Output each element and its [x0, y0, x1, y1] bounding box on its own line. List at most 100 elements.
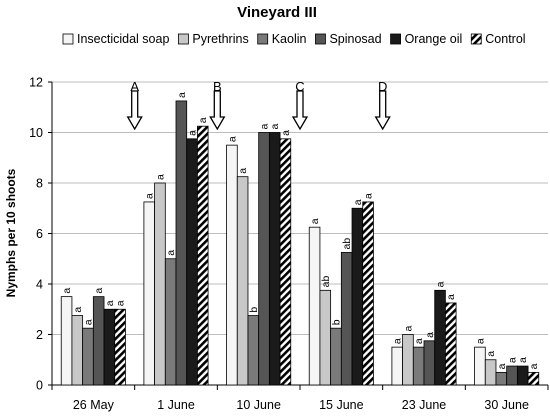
- bar-insecticidal-soap: [474, 346, 486, 386]
- significance-letter: a: [496, 363, 508, 369]
- y-tick-label: 8: [36, 177, 43, 191]
- y-tick-label: 6: [36, 227, 43, 241]
- legend-swatch-spinosad: [315, 33, 326, 45]
- bar-spinosad: [423, 340, 436, 386]
- significance-letter: a: [144, 193, 156, 199]
- bar-insecticidal-soap: [60, 296, 73, 386]
- bar-control: [527, 371, 540, 386]
- significance-letter: b: [330, 319, 342, 325]
- legend-label-orange-oil: Orange oil: [405, 32, 463, 46]
- significance-letter: a: [280, 130, 292, 136]
- marker-label: A: [130, 79, 139, 94]
- marker-label: D: [378, 79, 387, 94]
- bar-pyrethrins: [236, 176, 249, 386]
- legend-label-insecticidal-soap: Insecticidal soap: [77, 32, 169, 46]
- marker-label: B: [213, 79, 222, 94]
- significance-letter: a: [154, 174, 166, 180]
- significance-letter: ab: [320, 275, 332, 287]
- legend-label-pyrethrins: Pyrethrins: [192, 32, 248, 46]
- y-tick-label: 2: [36, 328, 43, 342]
- bar-kaolin: [412, 346, 425, 386]
- gridlines: [52, 81, 548, 335]
- bar-orange-oil: [516, 365, 529, 386]
- bar-insecticidal-soap: [143, 201, 155, 386]
- significance-letter: a: [72, 307, 84, 313]
- significance-letter: b: [248, 307, 260, 313]
- y-tick-label: 12: [29, 76, 43, 90]
- significance-letter: a: [474, 338, 486, 344]
- significance-letter: a: [259, 124, 271, 130]
- bar-insecticidal-soap: [226, 144, 238, 386]
- significance-letter: a: [197, 117, 209, 123]
- bar-kaolin: [164, 258, 177, 386]
- significance-letter: a: [485, 351, 497, 357]
- y-tick-label: 10: [29, 126, 43, 140]
- significance-letter: a: [507, 357, 519, 363]
- bar-kaolin: [247, 315, 260, 386]
- x-tick-label: 26 May: [73, 398, 115, 412]
- y-tick-label: 4: [36, 278, 43, 292]
- bar-control: [279, 138, 292, 386]
- significance-letter: a: [269, 124, 281, 130]
- chart-title: Vineyard III: [237, 4, 317, 21]
- legend-label-kaolin: Kaolin: [272, 32, 307, 46]
- bar-control: [114, 308, 126, 386]
- significance-letter: a: [93, 288, 105, 294]
- bar-control: [362, 201, 374, 386]
- bar-spinosad: [340, 252, 353, 386]
- significance-letter: a: [413, 338, 425, 344]
- significance-letter: a: [424, 332, 436, 338]
- application-marker-a: A: [126, 79, 143, 131]
- bar-control: [444, 302, 457, 386]
- down-arrow-icon: [291, 90, 309, 131]
- significance-letter: a: [392, 338, 404, 344]
- bar-kaolin: [82, 327, 94, 386]
- bar-insecticidal-soap: [308, 226, 321, 386]
- bar-pyrethrins: [402, 334, 414, 386]
- bar-orange-oil: [103, 308, 116, 386]
- down-arrow-icon: [374, 90, 391, 131]
- legend-swatch-insecticidal-soap: [62, 33, 74, 45]
- legend-swatch-orange-oil: [390, 33, 401, 45]
- significance-letter: a: [176, 92, 188, 98]
- down-arrow-icon: [126, 90, 143, 131]
- significance-letter: a: [517, 357, 529, 363]
- x-tick-label: 15 June: [319, 398, 364, 412]
- bar-control: [196, 125, 209, 386]
- bar-spinosad: [506, 365, 518, 386]
- x-axis-labels: 26 May 1 June 10 June 15 June 23 June 30 June: [51, 385, 549, 412]
- legend-swatch-control: [470, 33, 482, 45]
- bar-pyrethrins: [319, 289, 332, 386]
- significance-letter: a: [104, 300, 116, 306]
- bar-orange-oil: [186, 138, 198, 386]
- significance-letter: a: [61, 288, 73, 294]
- application-markers: A B C D: [126, 79, 391, 131]
- bar-pyrethrins: [154, 182, 166, 386]
- bar-orange-oil: [268, 132, 281, 386]
- application-marker-b: B: [209, 79, 226, 131]
- bars: [60, 100, 540, 386]
- legend-swatch-pyrethrins: [178, 33, 189, 45]
- bar-kaolin: [330, 327, 342, 386]
- y-axis-label: Nymphs per 10 shoots: [4, 168, 18, 297]
- x-tick-label: 10 June: [236, 398, 281, 412]
- bar-spinosad: [175, 100, 188, 386]
- bar-kaolin: [495, 371, 508, 386]
- significance-letter: a: [402, 326, 414, 332]
- significance-letter: a: [352, 199, 364, 205]
- bar-insecticidal-soap: [391, 346, 403, 386]
- x-tick-label: 1 June: [157, 398, 195, 412]
- significance-letter: a: [82, 319, 94, 325]
- significance-letter: a: [528, 363, 540, 369]
- bar-pyrethrins: [71, 315, 84, 386]
- significance-letter: a: [226, 136, 238, 142]
- bar-spinosad: [92, 296, 105, 386]
- legend-label-spinosad: Spinosad: [329, 32, 381, 46]
- significance-letter: a: [309, 218, 321, 224]
- bar-spinosad: [258, 132, 270, 386]
- y-tick-label: 0: [36, 379, 43, 393]
- x-tick-label: 30 June: [484, 398, 529, 412]
- y-axis-ticks: 0 2 4 6 8 10 12: [29, 76, 52, 393]
- bar-pyrethrins: [484, 359, 497, 386]
